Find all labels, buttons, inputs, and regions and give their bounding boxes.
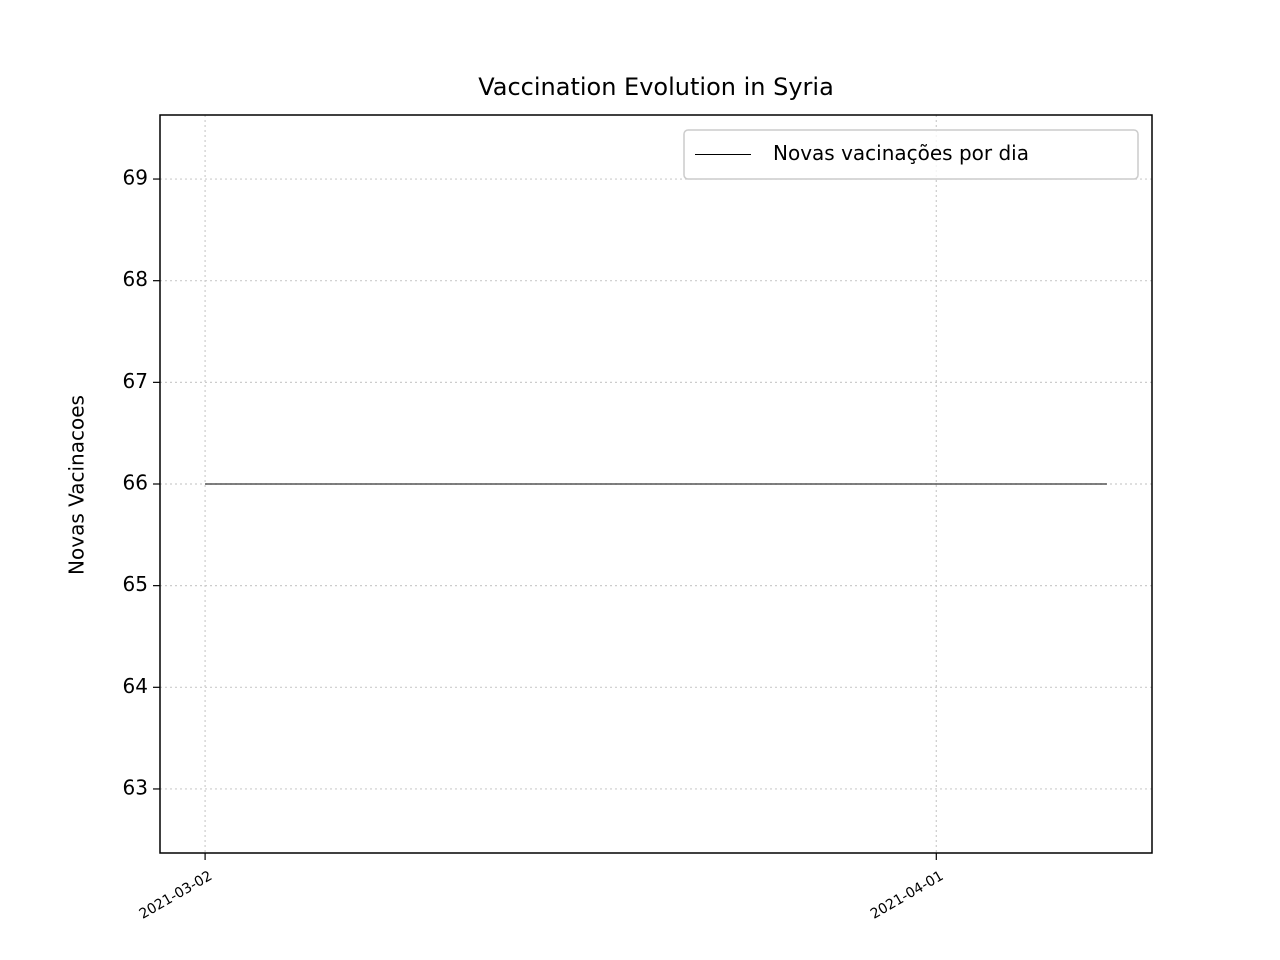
y-tick-label: 67: [123, 369, 148, 393]
y-axis-label: Novas Vacinacoes: [65, 395, 89, 575]
legend-label: Novas vacinações por dia: [773, 141, 1029, 165]
y-tick-label: 69: [123, 166, 148, 190]
y-tick-label: 64: [123, 674, 148, 698]
y-tick-label: 63: [123, 775, 148, 799]
y-tick-label: 65: [123, 572, 148, 596]
y-tick-label: 68: [123, 267, 148, 291]
plot-frame: [159, 114, 1153, 854]
x-tick-label: 2021-03-02: [137, 868, 215, 923]
x-tick-label: 2021-04-01: [868, 868, 946, 923]
legend-box: [683, 129, 1139, 180]
chart-title: Vaccination Evolution in Syria: [478, 73, 834, 101]
y-tick-label: 66: [123, 471, 148, 495]
